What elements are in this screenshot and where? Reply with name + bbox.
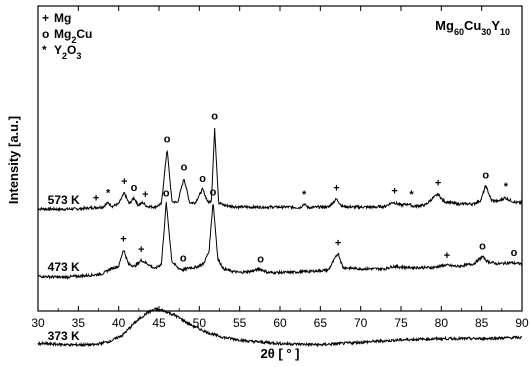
- series-layer: 573 K 473 K 373 K: [37, 127, 523, 348]
- x-tick-label: 85: [475, 316, 489, 330]
- legend-symbol: o: [42, 27, 49, 41]
- chart-title: Mg60Cu30Y10: [435, 18, 510, 37]
- peak-marker: +: [138, 244, 144, 256]
- x-axis-title: 2θ [ ° ]: [261, 346, 300, 361]
- peak-marker: o: [199, 173, 206, 185]
- peak-marker: +: [335, 237, 341, 249]
- peak-marker: +: [333, 183, 339, 195]
- x-tick-label: 70: [354, 316, 368, 330]
- series-label: 473 K: [48, 260, 80, 274]
- peak-marker: +: [121, 176, 127, 188]
- x-tick-label: 80: [435, 316, 449, 330]
- legend-symbol: +: [42, 11, 49, 25]
- x-tick-label: 45: [152, 316, 166, 330]
- x-tick-label: 90: [515, 316, 529, 330]
- peak-marker: *: [504, 181, 509, 193]
- peak-marker: +: [93, 192, 99, 204]
- legend-label: Y2O3: [54, 43, 81, 61]
- peak-marker: +: [435, 178, 441, 190]
- x-tick-label: 55: [233, 316, 247, 330]
- series-label: 373 K: [48, 329, 80, 343]
- legend-label: Mg2Cu: [54, 27, 92, 45]
- series-line-573-k: [37, 127, 523, 212]
- peak-marker: +: [444, 250, 450, 262]
- x-tick-label: 50: [193, 316, 207, 330]
- x-tick-label: 30: [31, 316, 45, 330]
- y-axis-title: Intensity [a.u.]: [6, 116, 21, 204]
- peak-marker: +: [142, 189, 148, 201]
- peak-marker: o: [163, 188, 170, 200]
- peak-marker: o: [131, 182, 138, 194]
- x-tick-label: 75: [394, 316, 408, 330]
- x-axis: 30 35 40 45 50 55 60 65 70 75 80 85 90: [31, 6, 529, 330]
- peak-marker: o: [482, 170, 489, 182]
- x-tick-label: 35: [72, 316, 86, 330]
- legend: + Mgo Mg2Cu * Y2O3: [42, 11, 92, 61]
- legend-symbol: *: [42, 43, 47, 57]
- peak-marker: *: [302, 189, 307, 201]
- peak-marker: o: [479, 241, 486, 253]
- series-line-373-k: [37, 306, 523, 348]
- peak-marker: +: [120, 233, 126, 245]
- peak-marker: o: [257, 254, 264, 266]
- x-tick-label: 65: [314, 316, 328, 330]
- x-tick-label: 60: [273, 316, 287, 330]
- x-tick-label: 40: [112, 316, 126, 330]
- peak-marker: *: [409, 189, 414, 201]
- peak-marker: o: [211, 110, 218, 122]
- series-line-473-k: [37, 201, 523, 281]
- peak-marker: *: [106, 188, 111, 200]
- peak-marker: o: [210, 186, 217, 198]
- peak-marker: o: [181, 161, 188, 173]
- peak-marker: o: [511, 247, 518, 259]
- series-label: 573 K: [48, 193, 80, 207]
- plot-area: [37, 5, 523, 312]
- peak-marker: o: [164, 134, 171, 146]
- legend-label: Mg: [54, 11, 71, 25]
- peak-marker: +: [391, 186, 397, 198]
- peak-marker: o: [180, 252, 187, 264]
